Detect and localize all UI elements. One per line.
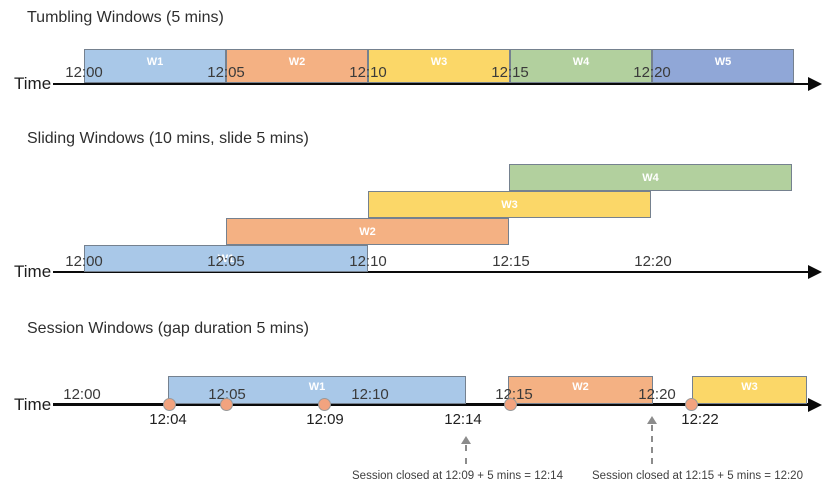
session-tick-1200: 12:00 bbox=[63, 386, 101, 403]
tumbling-tick-1200: 12:00 bbox=[65, 64, 103, 81]
sliding-tick-1220: 12:20 bbox=[634, 253, 672, 270]
sliding-tick-1210: 12:10 bbox=[349, 253, 387, 270]
session-window-w3: W3 bbox=[692, 376, 807, 404]
event-dot-4 bbox=[504, 398, 517, 411]
session-tick-1205: 12:05 bbox=[208, 386, 246, 403]
session-time-axis-label: Time bbox=[14, 395, 52, 414]
session-section-title: Session Windows (gap duration 5 mins) bbox=[27, 320, 309, 337]
tumbling-window-w4-label: W4 bbox=[572, 56, 590, 68]
tumbling-window-w3-label: W3 bbox=[430, 56, 448, 68]
event-label-1222: 12:22 bbox=[681, 411, 719, 428]
session-axis-arrowhead-icon bbox=[808, 398, 822, 412]
sliding-time-axis-label: Time bbox=[14, 262, 52, 281]
tumbling-window-w4: W4 bbox=[510, 49, 652, 83]
sliding-window-w1: W1 bbox=[84, 245, 368, 272]
tumbling-section-title: Tumbling Windows (5 mins) bbox=[27, 9, 224, 26]
tumbling-window-w2-label: W2 bbox=[288, 56, 306, 68]
session-tick-1215: 12:15 bbox=[495, 386, 533, 403]
tumbling-window-w3: W3 bbox=[368, 49, 510, 83]
sliding-axis-arrowhead-icon bbox=[808, 265, 822, 279]
callout-arrowhead-2-icon bbox=[647, 416, 657, 424]
session-window-w1: W1 bbox=[168, 376, 466, 404]
tumbling-time-axis-label: Time bbox=[14, 74, 52, 93]
tumbling-tick-1215: 12:15 bbox=[491, 64, 529, 81]
sliding-window-w3-label: W3 bbox=[501, 198, 518, 211]
tumbling-tick-1210: 12:10 bbox=[349, 64, 387, 81]
sliding-window-w4: W4 bbox=[509, 164, 792, 191]
session-window-w1-label: W1 bbox=[308, 381, 326, 393]
event-dot-2 bbox=[220, 398, 233, 411]
tumbling-tick-1220: 12:20 bbox=[633, 64, 671, 81]
sliding-window-w2: W2 bbox=[226, 218, 509, 245]
sliding-time-axis-line bbox=[53, 271, 810, 273]
sliding-window-w3: W3 bbox=[368, 191, 651, 218]
tumbling-window-w5: W5 bbox=[652, 49, 794, 83]
tumbling-tick-1205: 12:05 bbox=[207, 64, 245, 81]
callout-dashed-arrow-1 bbox=[465, 445, 467, 464]
tumbling-window-w5-label: W5 bbox=[714, 56, 732, 68]
tumbling-window-w1-label: W1 bbox=[146, 56, 164, 68]
sliding-window-w2-label: W2 bbox=[359, 225, 376, 238]
event-label-1214: 12:14 bbox=[444, 411, 482, 428]
tumbling-axis-arrowhead-icon bbox=[808, 77, 822, 91]
sliding-tick-1200: 12:00 bbox=[65, 253, 103, 270]
sliding-window-w4-label: W4 bbox=[642, 171, 659, 184]
session-tick-1220: 12:20 bbox=[638, 386, 676, 403]
tumbling-window-w2: W2 bbox=[226, 49, 368, 83]
session-time-axis-line bbox=[53, 403, 810, 406]
session-window-w3-label: W3 bbox=[741, 381, 758, 393]
sliding-tick-1215: 12:15 bbox=[492, 253, 530, 270]
callout-arrowhead-1-icon bbox=[461, 436, 471, 444]
session-window-w2: W2 bbox=[508, 376, 653, 404]
event-dot-5 bbox=[685, 398, 698, 411]
event-dot-1 bbox=[163, 398, 176, 411]
callout-dashed-arrow-2 bbox=[651, 425, 653, 464]
sliding-tick-1205: 12:05 bbox=[207, 253, 245, 270]
tumbling-time-axis-line bbox=[53, 83, 810, 85]
session-window-w2-label: W2 bbox=[572, 381, 589, 393]
event-label-1204: 12:04 bbox=[149, 411, 187, 428]
event-dot-3 bbox=[318, 398, 331, 411]
session-closed-caption-2: Session closed at 12:15 + 5 mins = 12:20 bbox=[592, 470, 803, 482]
session-closed-caption-1: Session closed at 12:09 + 5 mins = 12:14 bbox=[352, 470, 563, 482]
tumbling-window-w1: W1 bbox=[84, 49, 226, 83]
sliding-section-title: Sliding Windows (10 mins, slide 5 mins) bbox=[27, 130, 309, 147]
event-label-1209: 12:09 bbox=[306, 411, 344, 428]
sliding-window-w1-label: W1 bbox=[217, 252, 235, 265]
session-tick-1210: 12:10 bbox=[351, 386, 389, 403]
